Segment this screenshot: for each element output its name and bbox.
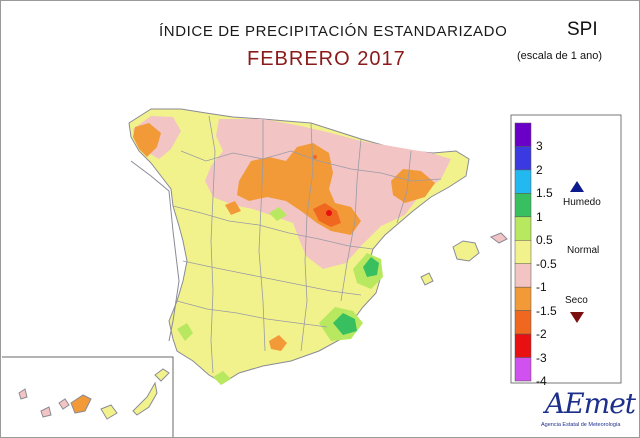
- orange-zone-west: [225, 201, 241, 215]
- lanzarote: [154, 368, 170, 382]
- orange-zone-south: [269, 335, 287, 351]
- mallorca: [452, 240, 480, 262]
- legend-tick-label: -1.5: [536, 303, 557, 318]
- humid-label: Humedo: [563, 197, 601, 208]
- legend-swatch: [514, 216, 532, 241]
- index-scale: (escala de 1 ano): [517, 50, 602, 62]
- green-zone-murcia: [333, 313, 357, 335]
- legend-tick-label: 2: [536, 162, 543, 177]
- aemet-logo: AEmet Agencia Estatal de Meteorología: [529, 387, 636, 433]
- la-gomera: [58, 398, 70, 410]
- legend-swatch: [514, 169, 532, 194]
- legend-swatch: [514, 193, 532, 218]
- legend-swatch: [514, 240, 532, 264]
- lightgreen-zone-west: [177, 323, 193, 341]
- gran-canaria: [100, 404, 118, 420]
- legend-swatch: [514, 263, 532, 288]
- legend-tick-label: -1: [536, 280, 547, 295]
- el-hierro: [40, 406, 52, 418]
- legend-color-bar: [510, 114, 622, 384]
- legend-tick-label: -2: [536, 327, 547, 342]
- index-name: SPI: [567, 19, 598, 40]
- legend-tick-label: -4: [536, 374, 547, 388]
- legend-tick-label: 0.5: [536, 233, 553, 248]
- tenerife: [70, 394, 92, 414]
- humid-arrow-icon: [570, 181, 584, 192]
- map-subtitle: FEBRERO 2017: [247, 48, 406, 70]
- legend-swatch: [514, 286, 532, 311]
- green-zone-valencia: [363, 257, 379, 277]
- legend-swatch: [514, 122, 532, 147]
- lightgreen-zone-north: [269, 207, 287, 221]
- orange-zone-galicia: [133, 123, 161, 157]
- map-title: ÍNDICE DE PRECIPITACIÓN ESTANDARIZADO: [159, 23, 508, 40]
- province-borders: [172, 115, 442, 374]
- normal-label: Normal: [567, 245, 600, 256]
- red-zone: [326, 210, 332, 216]
- legend-tick-label: 1: [536, 209, 543, 224]
- legend-swatch: [514, 357, 532, 382]
- logo-tagline: Agencia Estatal de Meteorología: [541, 422, 621, 428]
- menorca: [489, 232, 508, 244]
- canary-islands: [18, 368, 170, 420]
- legend-tick-label: -3: [536, 350, 547, 365]
- legend-swatch: [514, 333, 532, 358]
- portugal-border: [130, 160, 180, 342]
- legend-tick-label: 3: [536, 139, 543, 154]
- ibiza: [420, 272, 434, 286]
- lightgreen-zone-south: [213, 371, 231, 385]
- la-palma: [18, 388, 28, 400]
- orange-zone-ebro: [391, 169, 435, 203]
- legend-tick-label: 1.5: [536, 186, 553, 201]
- dry-label: Seco: [565, 295, 588, 306]
- legend-tick-label: -0.5: [536, 256, 557, 271]
- orange-spot-north: [313, 155, 317, 159]
- fuerteventura: [132, 381, 158, 416]
- dry-arrow-icon: [570, 312, 584, 323]
- legend-swatch: [514, 146, 532, 171]
- logo-word: AEmet: [545, 387, 636, 420]
- legend-swatch: [514, 310, 532, 335]
- canary-inset-frame: [2, 356, 174, 437]
